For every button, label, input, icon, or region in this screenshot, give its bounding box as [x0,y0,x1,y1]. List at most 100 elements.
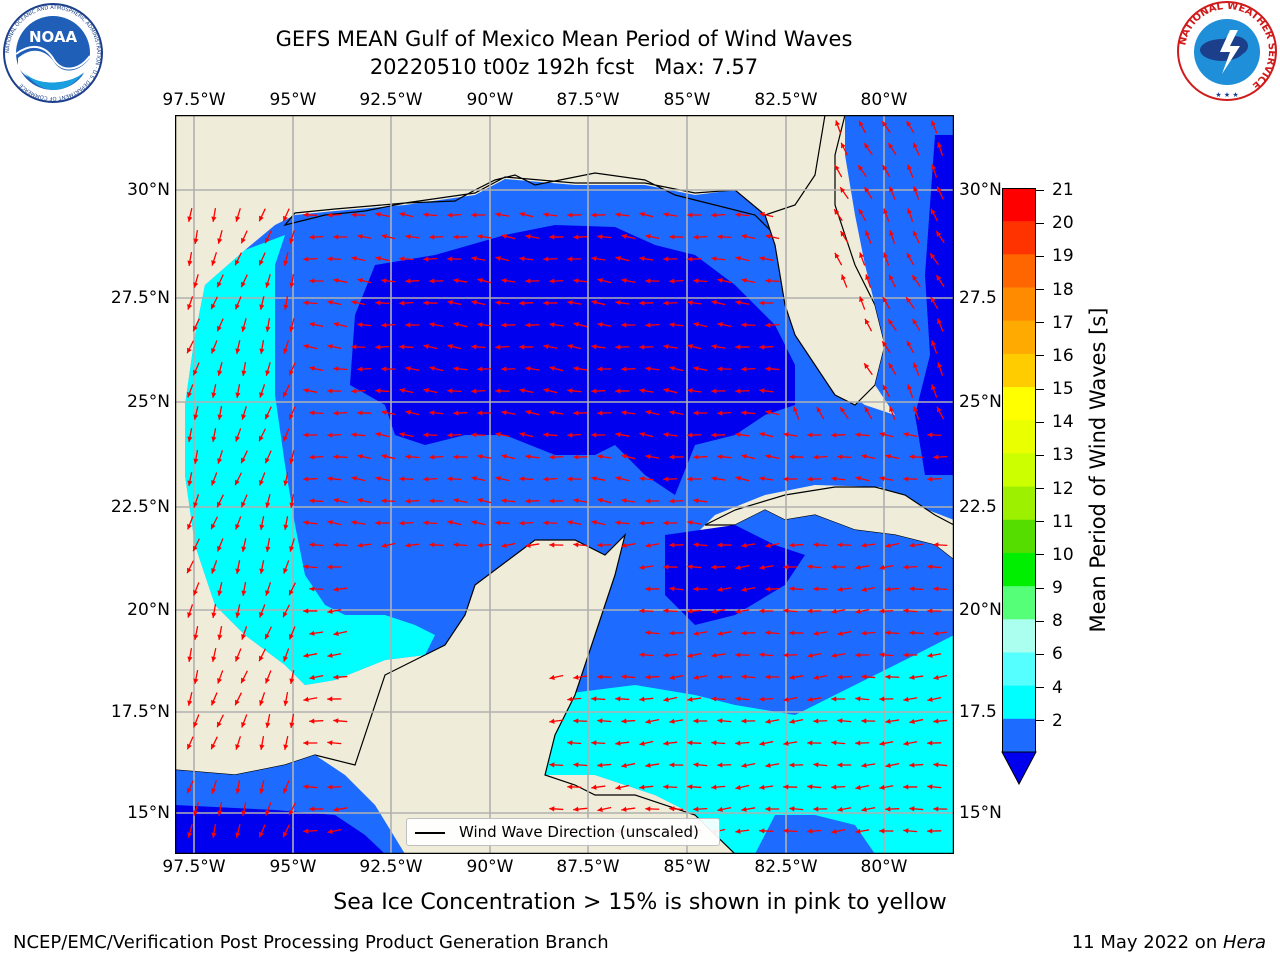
wind-wave-arrow [855,696,870,702]
wind-wave-arrow [615,520,630,526]
wind-wave-arrow [453,234,468,240]
wind-wave-arrow [741,806,756,812]
colorbar-tick [1036,454,1044,456]
wind-wave-arrow [327,300,342,306]
wind-wave-arrow [693,674,708,680]
wind-wave-arrow [423,520,438,526]
wind-wave-arrow [375,388,390,394]
wind-wave-arrow [405,542,420,548]
wind-wave-arrow [210,296,218,310]
wind-wave-arrow [711,476,726,482]
wind-wave-arrow [645,234,660,240]
wind-wave-arrow [303,740,318,746]
wind-wave-arrow [831,432,846,438]
wind-wave-arrow [381,454,396,460]
wind-wave-arrow [241,802,247,816]
wind-wave-arrow [265,670,272,684]
wind-wave-arrow [741,234,756,240]
wind-wave-arrow [669,718,684,724]
colorbar-segment [1002,718,1036,753]
wind-wave-arrow [591,740,606,746]
wind-wave-arrow [405,366,420,372]
wind-wave-arrow [639,256,654,262]
wind-wave-arrow [429,234,444,240]
wind-wave-arrow [453,454,468,460]
wind-wave-arrow [357,322,372,328]
wind-wave-arrow [883,252,890,266]
wind-wave-arrow [855,784,870,790]
wind-wave-arrow [621,806,636,812]
wind-wave-arrow [669,762,684,768]
wind-wave-arrow [193,626,199,640]
wind-wave-arrow [933,718,948,724]
wind-wave-arrow [567,212,582,218]
lat-tick-right: 22.5 [959,497,997,517]
wind-wave-arrow [235,516,242,530]
colorbar [1001,188,1037,786]
wind-wave-arrow [837,674,852,680]
wind-wave-arrow [735,740,750,746]
wind-wave-arrow [453,410,468,416]
colorbar-segment [1002,353,1036,388]
wind-wave-arrow [888,274,897,288]
wind-wave-arrow [711,608,726,614]
wind-wave-arrow [765,278,780,284]
wind-wave-arrow [289,230,295,244]
wind-wave-arrow [909,674,924,680]
wind-wave-arrow [855,476,870,482]
legend-label: Wind Wave Direction (unscaled) [459,823,699,841]
wind-wave-arrow [885,542,900,548]
wind-wave-arrow [935,230,945,244]
wind-wave-arrow [264,406,272,420]
wind-wave-arrow [813,454,828,460]
wind-wave-arrow [543,344,558,350]
wind-wave-arrow [933,674,948,680]
wind-wave-arrow [381,410,396,416]
wind-wave-arrow [711,299,726,306]
wind-wave-arrow [741,410,756,416]
wind-wave-arrow [831,608,846,614]
wind-wave-arrow [591,476,606,482]
wind-wave-arrow [429,542,444,548]
wind-wave-arrow [289,273,295,289]
wind-wave-arrow [573,410,588,416]
wind-wave-arrow [235,779,241,795]
wind-wave-arrow [717,806,732,812]
wind-wave-arrow [927,564,942,570]
wind-wave-arrow [687,432,702,438]
wind-wave-arrow [765,630,780,636]
colorbar-tick [1036,322,1044,324]
colorbar-title: Mean Period of Wind Waves [s] [1086,307,1110,633]
wind-wave-arrow [861,630,876,636]
wind-wave-arrow [885,718,900,724]
wind-wave-arrow [831,740,846,746]
colorbar-segment [1002,586,1036,620]
wind-wave-arrow [693,762,708,768]
wind-wave-arrow [741,322,756,328]
wind-wave-arrow [429,498,444,504]
wind-wave-arrow [663,212,678,218]
wind-wave-arrow [907,208,914,222]
wind-wave-arrow [333,278,348,284]
caribbean-ocean-light [545,635,954,854]
wind-wave-arrow [717,630,732,636]
wind-wave-arrow [405,410,420,416]
wind-wave-arrow [834,164,843,178]
wind-wave-arrow [429,454,444,460]
wind-wave-arrow [759,344,774,350]
wind-wave-arrow [258,252,266,266]
wind-wave-arrow [879,476,894,482]
map-legend: Wind Wave Direction (unscaled) [406,818,720,846]
wind-wave-arrow [211,780,217,794]
colorbar-segment [1002,254,1036,289]
svg-text:★ ★ ★: ★ ★ ★ [1215,91,1238,99]
wind-wave-arrow [447,432,462,438]
wind-wave-arrow [216,274,224,288]
nws-logo: NATIONAL WEATHER SERVICE ★ ★ ★ [1176,0,1278,102]
wind-wave-arrow [759,784,774,790]
wind-wave-arrow [495,300,510,306]
wind-wave-arrow [573,498,588,504]
wind-wave-arrow [717,762,732,768]
colorbar-label: 10 [1052,544,1074,565]
wind-wave-arrow [187,647,193,663]
